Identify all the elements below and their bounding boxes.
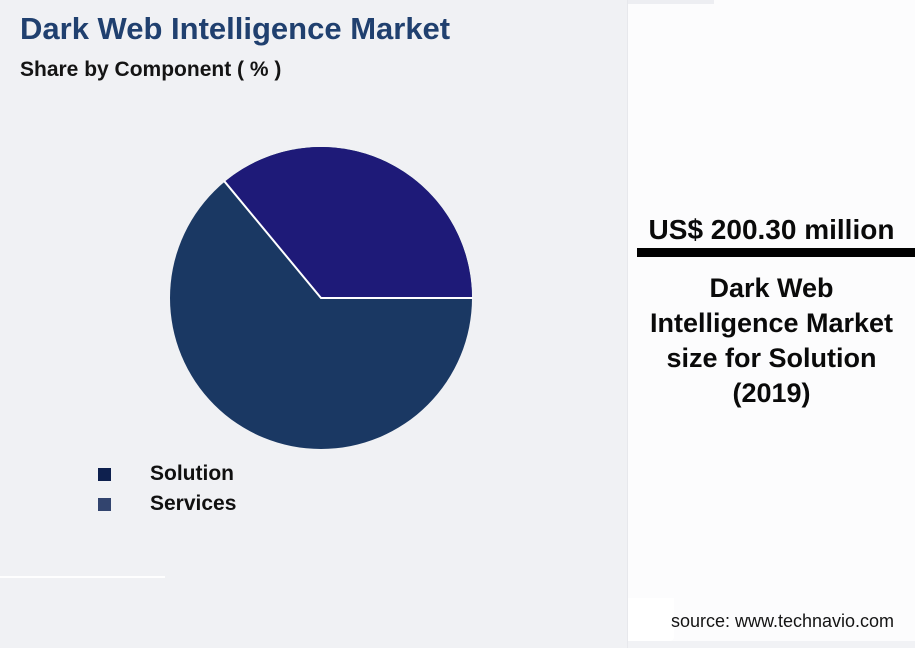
chart-legend: Solution Services — [98, 459, 236, 519]
legend-label-solution: Solution — [150, 462, 234, 485]
decorative-line — [0, 576, 165, 578]
market-description: Dark Web Intelligence Market size for So… — [649, 273, 894, 408]
panel-top-edge — [628, 0, 714, 4]
panel-bottom-edge — [628, 641, 915, 648]
legend-marker-services — [98, 497, 111, 511]
legend-label-services: Services — [150, 492, 237, 515]
pie-chart — [170, 147, 473, 449]
pie-slice-borders — [223, 180, 473, 299]
legend-marker-solution — [98, 467, 111, 481]
market-value: US$ 200.30 million — [648, 214, 895, 245]
pie-slice-services — [224, 147, 472, 298]
legend-item-solution: Solution — [98, 459, 236, 489]
highlight-panel: US$ 200.30 million Dark Web Intelligence… — [627, 0, 915, 648]
divider-bar — [637, 248, 915, 257]
source-attribution: source: www.technavio.com — [670, 611, 895, 631]
legend-item-services: Services — [98, 489, 236, 519]
chart-area: Dark Web Intelligence Market Share by Co… — [0, 11, 473, 578]
page-subtitle: Share by Component ( % ) — [20, 58, 282, 81]
panel-corner-box — [628, 598, 674, 641]
page-title: Dark Web Intelligence Market — [20, 11, 451, 46]
